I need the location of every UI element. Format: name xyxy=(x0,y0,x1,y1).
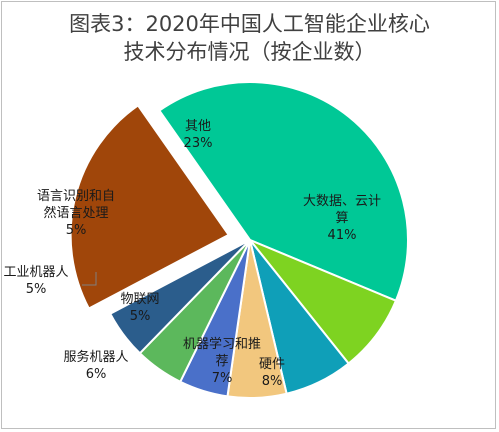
slice-label: 机器学习和推荐 7% xyxy=(183,336,261,386)
chart-title-line-2: 技术分布情况（按企业数） xyxy=(123,40,376,64)
slice-value-label: 6% xyxy=(86,367,107,382)
slice-name-label: 服务机器人 xyxy=(63,349,128,365)
slice-name-label: 荐 xyxy=(215,354,228,369)
slice-label: 服务机器人 6% xyxy=(63,349,128,382)
slice-value-label: 5% xyxy=(66,223,87,238)
slice-value-label: 23% xyxy=(184,136,213,151)
slice-value-label: 7% xyxy=(212,371,233,386)
slice-value-label: 8% xyxy=(262,374,283,389)
pie-slice xyxy=(157,81,409,303)
chart-title-line-1: 图表3：2020年中国人工智能企业核心 xyxy=(69,12,430,36)
slice-name-label: 然语言处理 xyxy=(43,205,108,221)
slice-name-label: 其他 xyxy=(185,119,211,134)
slice-label: 其他 23% xyxy=(184,119,213,151)
slice-value-label: 5% xyxy=(26,282,47,297)
slice-label: 大数据、云计算 41% xyxy=(303,194,381,243)
slice-label: 物联网 5% xyxy=(120,292,159,324)
slice-label: 工业机器人 5% xyxy=(3,265,68,297)
slice-name-label: 物联网 xyxy=(120,292,159,307)
slice-name-label: 硬件 xyxy=(259,357,285,372)
slice-value-label: 41% xyxy=(328,228,357,243)
slice-name-label: 语言识别和自 xyxy=(37,189,115,204)
slice-name-label: 大数据、云计 xyxy=(303,194,381,209)
slice-name-label: 机器学习和推 xyxy=(183,336,261,352)
pie-slice xyxy=(69,104,231,310)
slice-label: 语言识别和自然语言处理 5% xyxy=(37,189,115,238)
slice-name-label: 工业机器人 xyxy=(3,265,68,280)
slice-label: 硬件 8% xyxy=(259,357,285,389)
pie-slice xyxy=(108,239,251,355)
slice-name-label: 算 xyxy=(335,211,348,226)
slice-value-label: 5% xyxy=(130,309,151,324)
leader-line xyxy=(82,272,97,286)
